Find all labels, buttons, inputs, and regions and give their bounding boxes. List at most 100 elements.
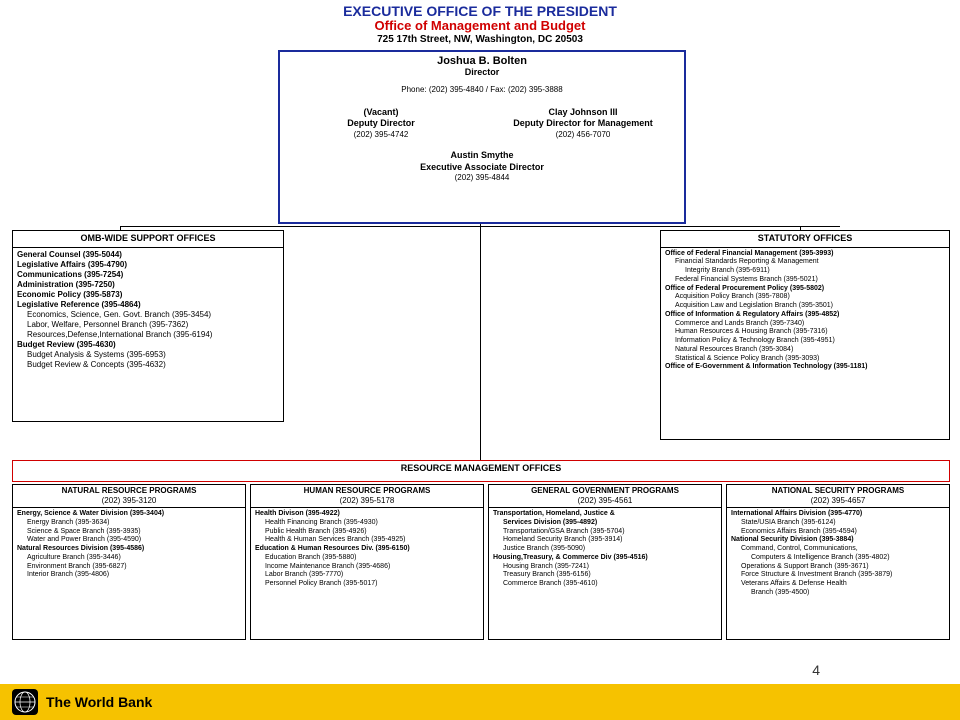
deputy1-name: (Vacant): [280, 107, 482, 119]
program-box-human: HUMAN RESOURCE PROGRAMS(202) 395-5178Hea…: [250, 484, 484, 640]
list-item: Communications (395-7254): [17, 270, 279, 280]
list-item: Energy Branch (395-3634): [17, 519, 241, 528]
world-bank-logo-icon: [12, 689, 38, 715]
connector: [120, 226, 840, 227]
list-item: Human Resources & Housing Branch (395-73…: [665, 328, 945, 337]
deputy2-phone: (202) 456-7070: [482, 130, 684, 140]
list-item: Income Maintenance Branch (395-4686): [255, 563, 479, 572]
list-item: Housing,Treasury, & Commerce Div (395-45…: [493, 554, 717, 563]
list-item: Energy, Science & Water Division (395-34…: [17, 510, 241, 519]
list-item: Branch (395-4500): [731, 589, 945, 598]
footer-brand: The World Bank: [46, 694, 152, 710]
list-item: Education & Human Resources Div. (395-61…: [255, 545, 479, 554]
list-item: Housing Branch (395-7241): [493, 563, 717, 572]
list-item: Commerce and Lands Branch (395-7340): [665, 320, 945, 329]
list-item: Office of Federal Procurement Policy (39…: [665, 285, 945, 294]
list-item: Education Branch (395-5880): [255, 554, 479, 563]
list-item: General Counsel (395-5044): [17, 250, 279, 260]
list-item: Health & Human Services Branch (395-4925…: [255, 536, 479, 545]
list-item: Office of Federal Financial Management (…: [665, 250, 945, 259]
statutory-offices-box: STATUTORY OFFICES Office of Federal Fina…: [660, 230, 950, 440]
director-name: Joshua B. Bolten: [280, 55, 684, 67]
list-item: State/USIA Branch (395-6124): [731, 519, 945, 528]
director-contact: Phone: (202) 395-4840 / Fax: (202) 395-3…: [280, 85, 684, 95]
program-title: NATURAL RESOURCE PROGRAMS(202) 395-3120: [13, 485, 245, 508]
deputy2-name: Clay Johnson III: [482, 107, 684, 119]
list-item: Science & Space Branch (395-3935): [17, 528, 241, 537]
list-item: Labor, Welfare, Personnel Branch (395-73…: [17, 320, 279, 330]
program-list: Energy, Science & Water Division (395-34…: [13, 508, 245, 582]
list-item: Budget Analysis & Systems (395-6953): [17, 350, 279, 360]
list-item: Federal Financial Systems Branch (395-50…: [665, 276, 945, 285]
page-number: 4: [812, 662, 820, 678]
footer-bar: The World Bank: [0, 684, 960, 720]
program-box-natural: NATURAL RESOURCE PROGRAMS(202) 395-3120 E…: [12, 484, 246, 640]
list-item: Homeland Security Branch (395-3914): [493, 536, 717, 545]
deputy1-phone: (202) 395-4742: [280, 130, 482, 140]
program-list: International Affairs Division (395-4770…: [727, 508, 949, 600]
list-item: Information Policy & Technology Branch (…: [665, 337, 945, 346]
list-item: Statistical & Science Policy Branch (395…: [665, 355, 945, 364]
page-header: EXECUTIVE OFFICE OF THE PRESIDENT Office…: [0, 0, 960, 45]
list-item: Financial Standards Reporting & Manageme…: [665, 258, 945, 267]
list-item: Budget Review & Concepts (395-4632): [17, 360, 279, 370]
list-item: Legislative Affairs (395-4790): [17, 260, 279, 270]
list-item: Transportation/GSA Branch (395-5704): [493, 528, 717, 537]
program-title: NATIONAL SECURITY PROGRAMS(202) 395-4657: [727, 485, 949, 508]
list-item: Health Financing Branch (395-4930): [255, 519, 479, 528]
rmo-title: RESOURCE MANAGEMENT OFFICES: [401, 463, 562, 473]
list-item: Interior Branch (395-4806): [17, 571, 241, 580]
assoc-phone: (202) 395-4844: [280, 173, 684, 183]
statutory-title: STATUTORY OFFICES: [661, 231, 949, 248]
list-item: Economic Policy (395-5873): [17, 290, 279, 300]
list-item: Computers & Intelligence Branch (395-480…: [731, 554, 945, 563]
director-title: Director: [280, 67, 684, 79]
list-item: Natural Resources Branch (395-3084): [665, 346, 945, 355]
list-item: Commerce Branch (395-4610): [493, 580, 717, 589]
list-item: Legislative Reference (395-4864): [17, 300, 279, 310]
header-line1: EXECUTIVE OFFICE OF THE PRESIDENT: [0, 4, 960, 19]
list-item: Economics, Science, Gen. Govt. Branch (3…: [17, 310, 279, 320]
list-item: Agriculture Branch (395-3446): [17, 554, 241, 563]
list-item: Personnel Policy Branch (395-5017): [255, 580, 479, 589]
list-item: Operations & Support Branch (395-3671): [731, 563, 945, 572]
list-item: Services Division (395-4892): [493, 519, 717, 528]
list-item: Economics Affairs Branch (395-4594): [731, 528, 945, 537]
list-item: Transportation, Homeland, Justice &: [493, 510, 717, 519]
list-item: Acquisition Law and Legislation Branch (…: [665, 302, 945, 311]
list-item: Resources,Defense,International Branch (…: [17, 330, 279, 340]
rmo-box: RESOURCE MANAGEMENT OFFICES: [12, 460, 950, 482]
list-item: Office of Information & Regulatory Affai…: [665, 311, 945, 320]
list-item: Office of E-Government & Information Tec…: [665, 363, 945, 372]
program-list: Transportation, Homeland, Justice &Servi…: [489, 508, 721, 591]
program-list: Health Divison (395-4922)Health Financin…: [251, 508, 483, 591]
list-item: Justice Branch (395-5090): [493, 545, 717, 554]
list-item: Treasury Branch (395-6156): [493, 571, 717, 580]
assoc-name: Austin Smythe: [280, 150, 684, 162]
support-title: OMB-WIDE SUPPORT OFFICES: [13, 231, 283, 248]
program-box-security: NATIONAL SECURITY PROGRAMS(202) 395-4657…: [726, 484, 950, 640]
program-title: HUMAN RESOURCE PROGRAMS(202) 395-5178: [251, 485, 483, 508]
director-box: Joshua B. Bolten Director Phone: (202) 3…: [278, 50, 686, 224]
deputy2-title: Deputy Director for Management: [482, 118, 684, 130]
program-title: GENERAL GOVERNMENT PROGRAMS(202) 395-456…: [489, 485, 721, 508]
assoc-title: Executive Associate Director: [280, 162, 684, 174]
list-item: Environment Branch (395-6827): [17, 563, 241, 572]
support-list: General Counsel (395-5044)Legislative Af…: [13, 248, 283, 372]
list-item: Water and Power Branch (395-4590): [17, 536, 241, 545]
list-item: Administration (395-7250): [17, 280, 279, 290]
list-item: Veterans Affairs & Defense Health: [731, 580, 945, 589]
header-line2: Office of Management and Budget: [0, 19, 960, 33]
list-item: Public Health Branch (395-4926): [255, 528, 479, 537]
list-item: Budget Review (395-4630): [17, 340, 279, 350]
support-offices-box: OMB-WIDE SUPPORT OFFICES General Counsel…: [12, 230, 284, 422]
list-item: Health Divison (395-4922): [255, 510, 479, 519]
list-item: Command, Control, Communications,: [731, 545, 945, 554]
list-item: National Security Division (395-3884): [731, 536, 945, 545]
list-item: Labor Branch (395-7770): [255, 571, 479, 580]
list-item: International Affairs Division (395-4770…: [731, 510, 945, 519]
org-chart-page: EXECUTIVE OFFICE OF THE PRESIDENT Office…: [0, 0, 960, 720]
statutory-list: Office of Federal Financial Management (…: [661, 248, 949, 375]
list-item: Integrity Branch (395-6911): [665, 267, 945, 276]
deputy1-title: Deputy Director: [280, 118, 482, 130]
